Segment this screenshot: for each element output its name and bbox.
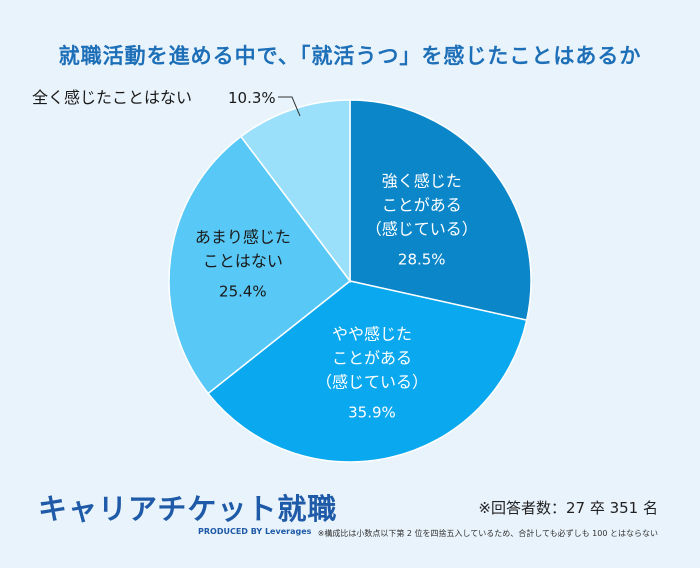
slice-label: ことがある: [382, 195, 462, 214]
slice-label: 強く感じた: [382, 171, 462, 190]
slice-label: ことはない: [203, 251, 283, 270]
leader-line: [278, 96, 301, 117]
chart-title: 就職活動を進める中で、「就活うつ」を感じたことはあるか: [58, 44, 642, 68]
pie-slice: [239, 99, 351, 284]
slice-value: 35.9%: [348, 404, 396, 422]
brand-logo: キャリアチケット就職: [38, 492, 338, 526]
respondents-note: ※回答者数：27 卒 351 名: [478, 499, 658, 517]
slice-value: 28.5%: [398, 250, 446, 268]
rounding-footnote: ※構成比は小数点以下第 2 位を四捨五入しているため、合計しても必ずしも 100…: [317, 529, 658, 538]
slice-label: ことがある: [332, 349, 412, 368]
slice-label: （感じている）: [316, 373, 428, 392]
slice-label: あまり感じた: [195, 227, 291, 246]
outside-slice-value: 10.3%: [228, 89, 276, 107]
slice-label: やや感じた: [332, 325, 412, 344]
slice-value: 25.4%: [219, 282, 267, 300]
slice-label: （感じている）: [366, 219, 478, 238]
brand-producer: PRODUCED BY Leverages: [198, 527, 312, 536]
outside-slice-label: 全く感じたことはない: [32, 88, 192, 107]
pie-slice: [207, 280, 528, 463]
pie-slice: [168, 135, 352, 395]
pie-slice: [349, 99, 532, 322]
